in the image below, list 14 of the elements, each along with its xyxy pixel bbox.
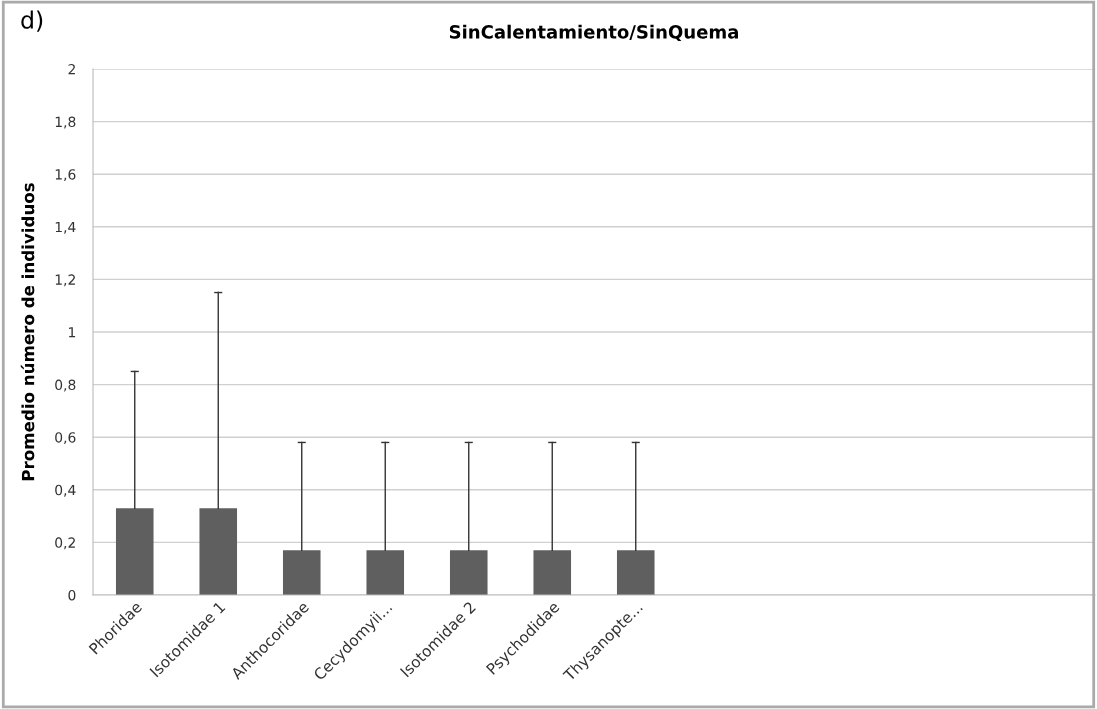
chart-title: SinCalentamiento/SinQuema xyxy=(449,24,738,42)
y-tick-label: 0,2 xyxy=(55,537,75,550)
y-tick-label: 1 xyxy=(69,327,76,338)
y-tick-label: 1,6 xyxy=(55,169,76,182)
y-tick-label: 0 xyxy=(68,589,76,601)
text: d) xyxy=(21,10,43,32)
y-tick-label: 2 xyxy=(68,63,75,75)
y-tick-label: 1,2 xyxy=(55,274,75,287)
y-tick-label: 1,4 xyxy=(55,221,76,234)
y-tick-label: 0,4 xyxy=(55,484,76,497)
y-tick-label: 0,8 xyxy=(55,379,76,392)
y-tick-label: 0,6 xyxy=(55,432,76,445)
y-tick-label: 1,8 xyxy=(55,116,76,129)
y-axis-title: Promedio número de individuos xyxy=(20,183,35,481)
